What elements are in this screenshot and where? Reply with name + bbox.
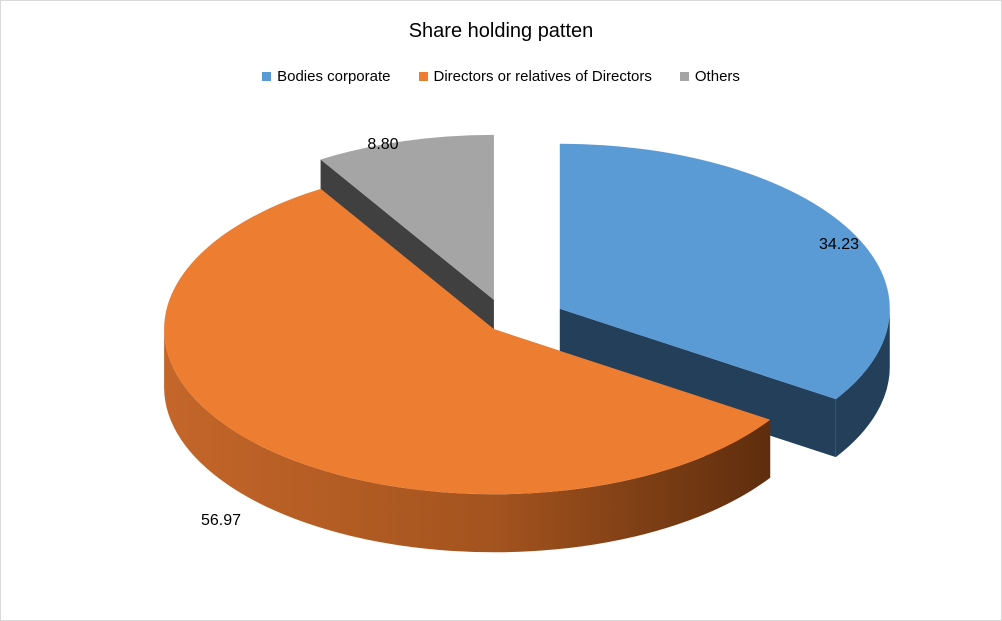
data-label-directors: 56.97: [201, 512, 241, 529]
pie-slice-top-others: [320, 134, 494, 300]
legend-label-directors: Directors or relatives of Directors: [433, 68, 652, 85]
legend: Bodies corporate Directors or relatives …: [1, 68, 1001, 85]
legend-label-others: Others: [694, 68, 740, 85]
pie-slice-rim-directors: [164, 329, 771, 553]
pie-slice-top-bodies-corporate: [559, 143, 890, 400]
legend-label-bodies-corporate: Bodies corporate: [277, 68, 391, 85]
pie-slice-top-directors: [164, 188, 771, 495]
legend-swatch-bodies-corporate: [262, 72, 272, 81]
legend-item-bodies-corporate: Bodies corporate: [262, 68, 391, 85]
chart-title: Share holding patten: [408, 20, 594, 42]
pie-slice-directors: [164, 188, 771, 553]
pie-slice-rim-bodies-corporate: [835, 308, 890, 458]
data-label-bodies-corporate: 34.23: [819, 236, 859, 253]
legend-item-others: Others: [679, 68, 740, 85]
legend-swatch-directors: [418, 72, 428, 81]
data-label-others: 8.80: [367, 136, 398, 153]
legend-item-directors: Directors or relatives of Directors: [418, 68, 652, 85]
legend-swatch-others: [679, 72, 689, 81]
